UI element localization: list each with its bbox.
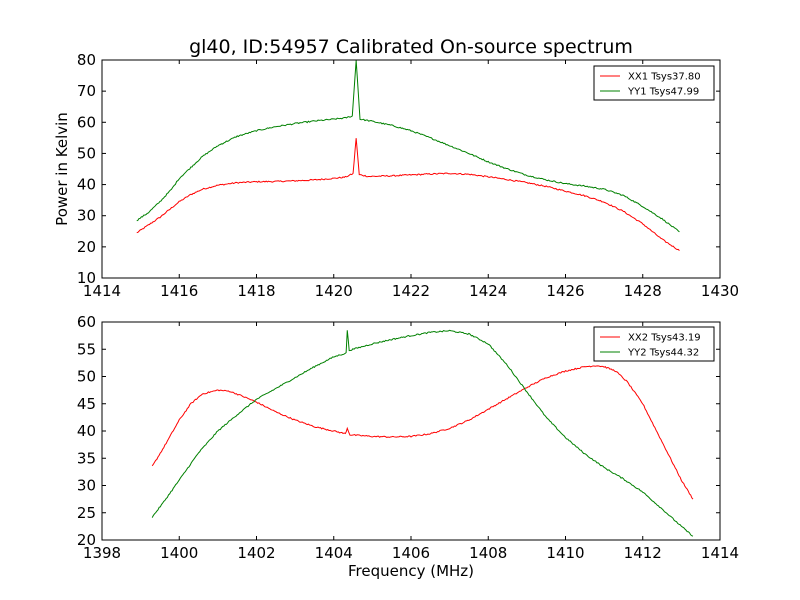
series-line-2-1 — [151, 365, 694, 500]
legend: XX2 Tsys43.19 YY2 Tsys44.32 — [593, 326, 715, 362]
y-tick-label: 70 — [77, 82, 96, 100]
y-tick-label: 20 — [77, 531, 96, 549]
chart-panel-1: 1414 1416 1418 1420 1422 1424 1426 1428 1430 10 20… — [77, 51, 739, 300]
legend-box — [593, 326, 715, 362]
y-tick-label: 20 — [77, 238, 96, 256]
chart-title: gl40, ID:54957 Calibrated On-source spec… — [189, 36, 633, 58]
x-axis-label: Frequency (MHz) — [348, 562, 474, 580]
x-tick-label: 1428 — [624, 282, 662, 300]
y-tick-label: 80 — [77, 51, 96, 69]
y-tick-label: 60 — [77, 113, 96, 131]
x-tick-label: 1424 — [469, 282, 507, 300]
y-tick-label: 60 — [77, 313, 96, 331]
legend-entry: YY2 Tsys44.32 — [627, 348, 699, 359]
series-line-2-2 — [151, 329, 694, 537]
y-tick-label: 50 — [77, 144, 96, 162]
x-tick-label: 1430 — [701, 282, 739, 300]
x-tick-label: 1414 — [701, 544, 739, 562]
x-tick-label: 1408 — [469, 544, 507, 562]
x-tick-label: 1402 — [237, 544, 275, 562]
y-tick-label: 55 — [77, 340, 96, 358]
x-tick-label: 1418 — [237, 282, 275, 300]
legend-box — [593, 65, 715, 101]
x-tick-label: 1414 — [83, 282, 121, 300]
x-tick-label: 1422 — [392, 282, 430, 300]
x-tick-label: 1406 — [392, 544, 430, 562]
y-tick-label: 45 — [77, 395, 96, 413]
y-tick-label: 30 — [77, 207, 96, 225]
x-tick-label: 1398 — [83, 544, 121, 562]
y-tick-label: 25 — [77, 504, 96, 522]
x-tick-label: 1420 — [315, 282, 353, 300]
x-tick-label: 1412 — [624, 544, 662, 562]
series-line-1-2 — [136, 60, 680, 233]
x-tick-label: 1416 — [160, 282, 198, 300]
x-tick-label: 1410 — [546, 544, 584, 562]
series-line-1-1 — [136, 138, 680, 251]
x-tick-label: 1404 — [315, 544, 353, 562]
y-axis-label: Power in Kelvin — [53, 112, 71, 226]
y-tick-label: 10 — [77, 269, 96, 287]
y-tick-label: 40 — [77, 176, 96, 194]
legend-entry: XX1 Tsys37.80 — [628, 72, 701, 83]
legend-entry: XX2 Tsys43.19 — [628, 333, 701, 344]
x-tick-label: 1426 — [546, 282, 584, 300]
chart-panel-2: 1398 1400 1402 1404 1406 1408 1410 1412 1414 20 25… — [77, 313, 739, 562]
y-tick-label: 50 — [77, 368, 96, 386]
x-tick-label: 1400 — [160, 544, 198, 562]
legend: XX1 Tsys37.80 YY1 Tsys47.99 — [593, 65, 715, 101]
y-tick-label: 35 — [77, 449, 96, 467]
legend-entry: YY1 Tsys47.99 — [627, 87, 699, 98]
y-tick-label: 30 — [77, 477, 96, 495]
y-tick-label: 40 — [77, 422, 96, 440]
